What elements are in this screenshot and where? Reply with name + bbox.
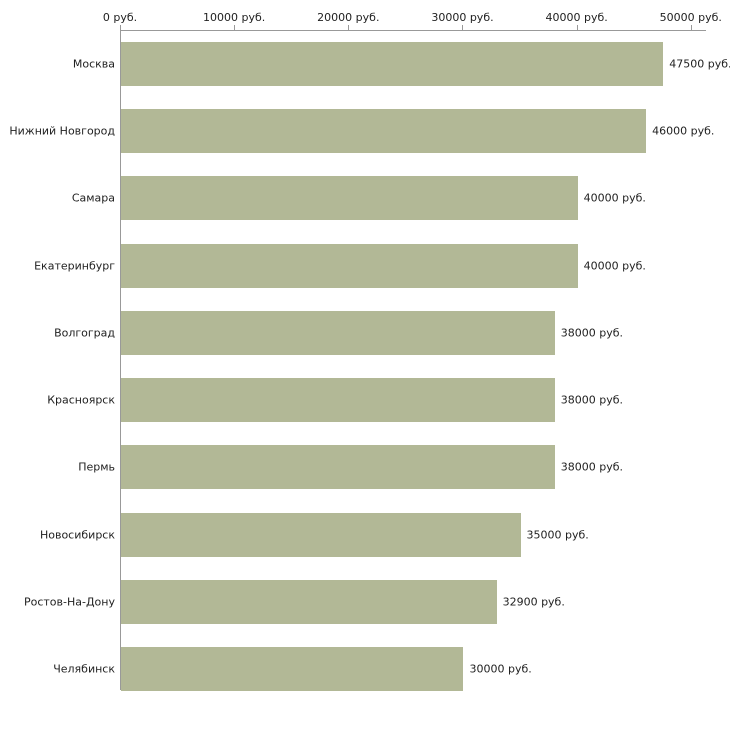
x-axis-tick-label: 10000 руб.: [203, 11, 266, 24]
x-axis-tick-label: 0 руб.: [102, 11, 138, 24]
category-label: Самара: [71, 191, 115, 205]
bar-row: Волгоград 38000 руб.: [0, 299, 730, 366]
bar-value-label: 40000 руб.: [583, 259, 646, 273]
x-axis-tick-label: 40000 руб.: [545, 11, 608, 24]
bar-value-label: 38000 руб.: [560, 460, 624, 474]
bar: [121, 310, 555, 355]
bar: [121, 243, 578, 288]
bar-value-label: 32900 руб.: [502, 595, 565, 609]
bar-row: Челябинск 30000 руб.: [0, 636, 730, 703]
bar-value-label: 47500 руб.: [669, 57, 730, 71]
category-label: Новосибирск: [39, 528, 115, 542]
bar: [121, 445, 555, 490]
bar: [121, 378, 555, 423]
x-axis-tick: [462, 25, 464, 31]
x-axis-tick: [234, 25, 236, 31]
bar-row: Самара 40000 руб.: [0, 165, 730, 232]
bar: [121, 108, 647, 153]
bar-value-label: 30000 руб.: [469, 662, 532, 676]
bar-value-label: 46000 руб.: [652, 124, 715, 138]
x-axis-tick-label: 20000 руб.: [317, 11, 380, 24]
x-axis-tick: [576, 25, 578, 31]
bar-row: Красноярск 38000 руб.: [0, 367, 730, 434]
category-label: Красноярск: [47, 393, 115, 407]
x-axis-tick-label: 50000 руб.: [659, 11, 722, 24]
bar: [121, 647, 464, 692]
bar: [121, 41, 664, 86]
category-label: Москва: [72, 57, 115, 71]
category-label: Челябинск: [53, 662, 115, 676]
x-axis-tick-label: 30000 руб.: [431, 11, 494, 24]
bar-value-label: 38000 руб.: [560, 326, 624, 340]
bar-row: Пермь 38000 руб.: [0, 434, 730, 501]
category-label: Екатеринбург: [34, 259, 115, 273]
category-label: Пермь: [78, 460, 115, 474]
category-label: Нижний Новгород: [9, 124, 115, 138]
bar-value-label: 40000 руб.: [583, 191, 646, 205]
x-axis-tick: [120, 25, 121, 31]
category-label: Ростов-На-Дону: [23, 595, 115, 609]
bar: [121, 580, 497, 625]
x-axis-line: [120, 30, 706, 31]
y-axis-line: [120, 30, 121, 690]
x-axis-tick: [690, 25, 692, 31]
category-label: Волгоград: [54, 326, 115, 340]
bar-row: Москва 47500 руб.: [0, 30, 730, 97]
bar: [121, 512, 521, 557]
bar-value-label: 38000 руб.: [560, 393, 624, 407]
bar-row: Новосибирск 35000 руб.: [0, 501, 730, 568]
bar-value-label: 35000 руб.: [526, 528, 589, 542]
bar: [121, 176, 578, 221]
bar-row: Екатеринбург 40000 руб.: [0, 232, 730, 299]
bar-row: Ростов-На-Дону 32900 руб.: [0, 568, 730, 635]
x-axis-tick: [348, 25, 350, 31]
bar-row: Нижний Новгород 46000 руб.: [0, 97, 730, 164]
